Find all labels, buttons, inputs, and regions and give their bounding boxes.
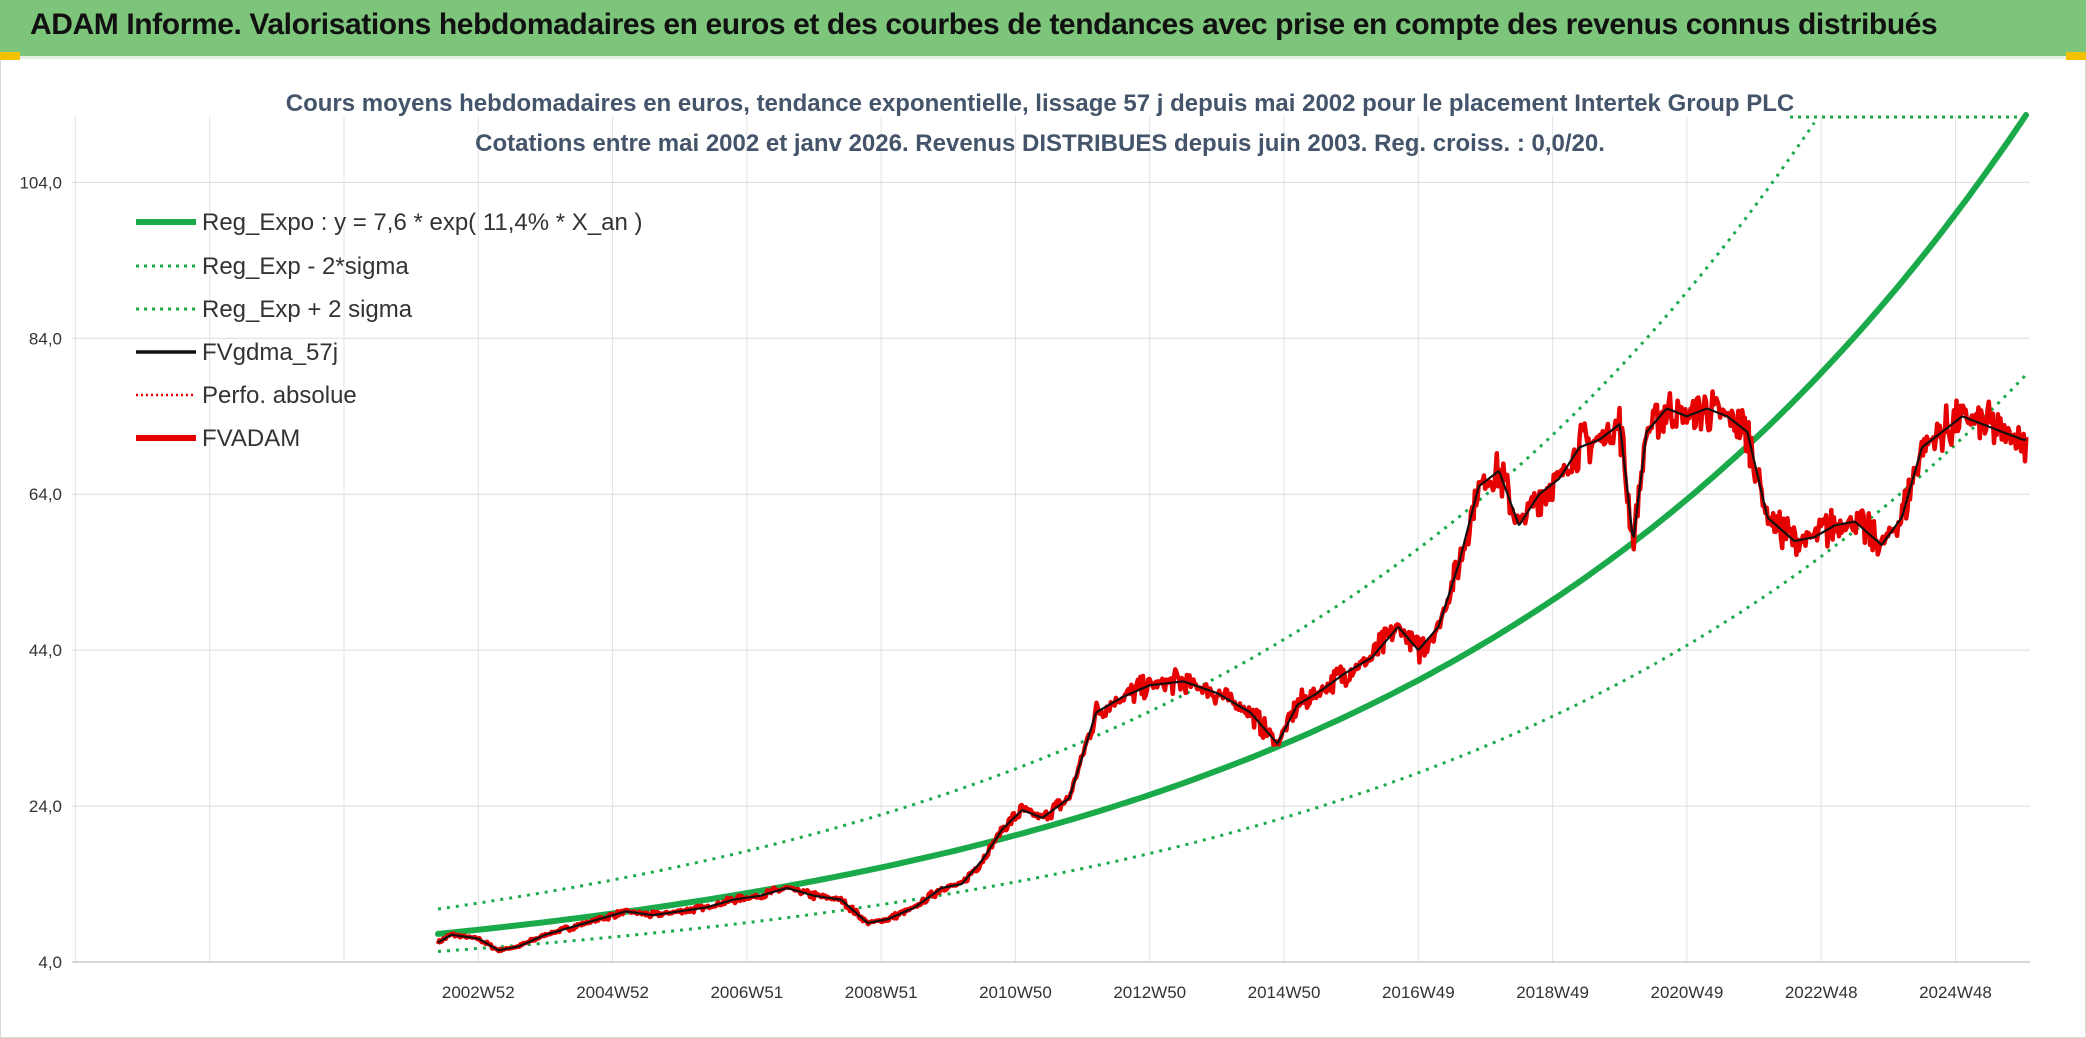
legend-label-reg-minus: Reg_Exp - 2*sigma: [202, 253, 409, 280]
y-tick-label: 84,0: [29, 329, 62, 348]
legend-label-perfo: Perfo. absolue: [202, 382, 357, 409]
chart-subtitle-1: Cours moyens hebdomadaires en euros, ten…: [286, 90, 1794, 117]
x-tick-label: 2004W52: [576, 983, 649, 1002]
series-reg-minus-2sigma: [437, 373, 2028, 953]
x-tick-label: 2014W50: [1248, 983, 1321, 1002]
x-tick-label: 2008W51: [845, 983, 918, 1002]
grid: [72, 116, 2030, 963]
y-tick-label: 64,0: [29, 485, 62, 504]
corner-marker-right: [2066, 52, 2086, 60]
legend-label-reg-expo: Reg_Expo : y = 7,6 * exp( 11,4% * X_an ): [202, 209, 642, 236]
report-title: ADAM Informe. Valorisations hebdomadaire…: [30, 8, 1938, 41]
x-tick-label: 2020W49: [1651, 983, 1724, 1002]
x-tick-label: 2022W48: [1785, 983, 1858, 1002]
x-tick-label: 2002W52: [442, 983, 515, 1002]
x-tick-label: 2010W50: [979, 983, 1052, 1002]
y-axis: 4,0 24,0 44,0 64,0 84,0 104,0: [19, 173, 62, 972]
y-tick-label: 104,0: [19, 173, 62, 192]
legend-label-fvgdma: FVgdma_57j: [202, 339, 338, 366]
corner-marker-left: [0, 52, 20, 60]
x-tick-label: 2012W50: [1113, 983, 1186, 1002]
series-fvadam: [435, 389, 2029, 954]
x-tick-label: 2016W49: [1382, 983, 1455, 1002]
series-reg-expo: [435, 112, 2029, 937]
y-tick-label: 24,0: [29, 797, 62, 816]
x-tick-label: 2006W51: [710, 983, 783, 1002]
series-layer: [435, 112, 2029, 954]
x-tick-label: 2018W49: [1516, 983, 1589, 1002]
x-axis: 2002W52 2004W52 2006W51 2008W51 2010W50 2012W…: [442, 983, 1992, 1002]
y-tick-label: 4,0: [38, 953, 62, 972]
legend-label-reg-plus: Reg_Exp + 2 sigma: [202, 296, 413, 323]
legend-label-fvadam: FVADAM: [202, 425, 300, 452]
title-banner: ADAM Informe. Valorisations hebdomadaire…: [0, 0, 2086, 59]
x-tick-label: 2024W48: [1919, 983, 1992, 1002]
series-fvgdma-57j: [437, 407, 2027, 952]
series-reg-plus-2sigma: [437, 121, 1816, 911]
chart-subtitle-2: Cotations entre mai 2002 et janv 2026. R…: [475, 130, 1605, 157]
legend: Reg_Expo : y = 7,6 * exp( 11,4% * X_an )…: [136, 209, 642, 452]
y-tick-label: 44,0: [29, 641, 62, 660]
